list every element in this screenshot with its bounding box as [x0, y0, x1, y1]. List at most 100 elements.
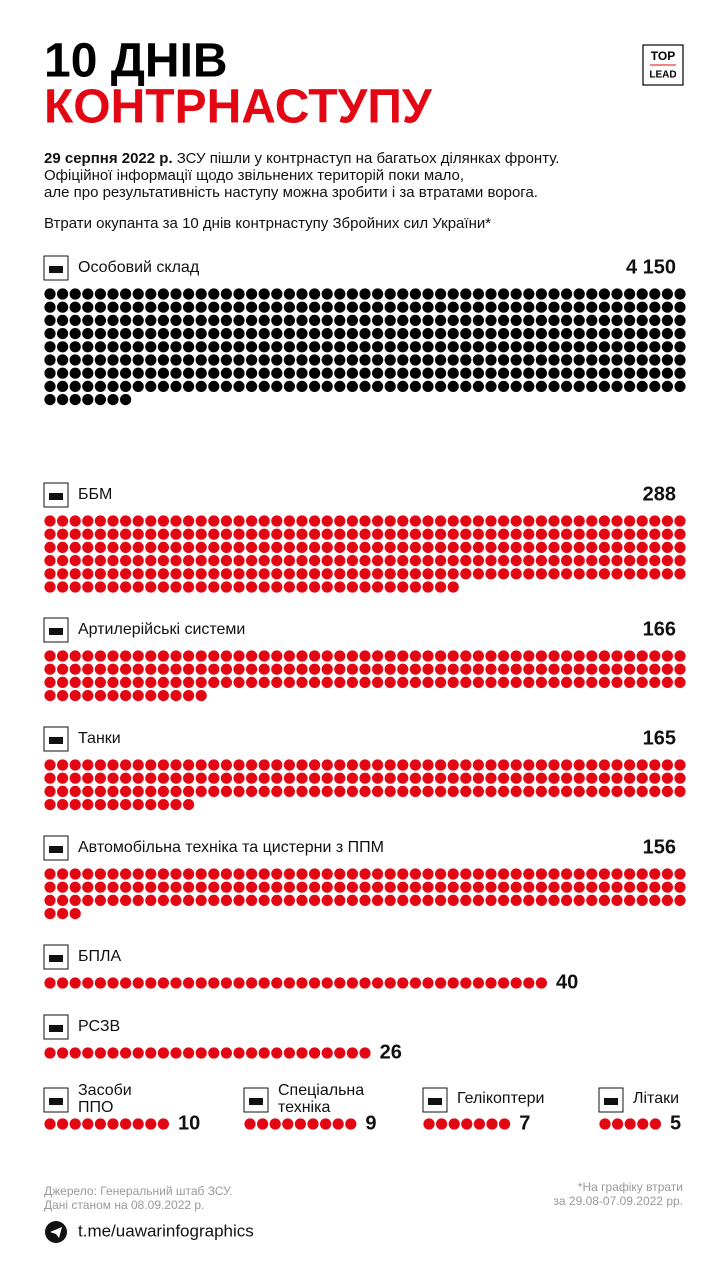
- unit-dot: [283, 380, 295, 392]
- unit-dot: [372, 894, 384, 907]
- unit-dot: [510, 663, 522, 675]
- unit-dot: [257, 1118, 269, 1130]
- unit-dot: [661, 663, 674, 675]
- unit-dot: [309, 367, 321, 379]
- unit-dot: [372, 663, 384, 675]
- unit-dot: [384, 868, 396, 880]
- unit-dot: [233, 314, 245, 326]
- unit-dot: [69, 541, 81, 554]
- category-icon-shape: [49, 1098, 63, 1105]
- unit-dot: [674, 676, 686, 689]
- unit-dot: [57, 528, 69, 540]
- unit-dot: [548, 528, 560, 540]
- unit-dot: [208, 341, 220, 353]
- unit-dot: [271, 301, 283, 313]
- unit-dot: [561, 650, 573, 662]
- unit-dot: [636, 515, 648, 527]
- unit-dot: [283, 759, 295, 771]
- unit-dot: [94, 328, 106, 340]
- unit-dot: [195, 690, 207, 702]
- unit-dot: [145, 314, 157, 326]
- unit-dot: [447, 541, 459, 554]
- unit-dot: [107, 541, 119, 554]
- unit-dot: [82, 881, 94, 893]
- unit-dot: [472, 663, 484, 675]
- unit-dot: [409, 367, 421, 379]
- unit-dot: [384, 676, 396, 689]
- unit-dot: [246, 868, 258, 880]
- unit-dot: [548, 894, 560, 907]
- unit-dot: [372, 977, 384, 989]
- unit-dot: [447, 341, 459, 353]
- unit-dot: [332, 1118, 344, 1130]
- unit-dot: [523, 568, 535, 580]
- unit-dot: [447, 663, 459, 675]
- unit-dot: [57, 314, 69, 326]
- unit-dot: [345, 1118, 357, 1130]
- unit-dot: [649, 328, 661, 340]
- unit-dot: [624, 772, 636, 784]
- unit-dot: [132, 894, 144, 907]
- unit-dot: [674, 541, 686, 554]
- unit-dot: [195, 515, 207, 527]
- unit-dot: [510, 380, 522, 392]
- unit-dot: [157, 1118, 169, 1130]
- dot-group: [44, 288, 686, 406]
- unit-dot: [661, 881, 674, 893]
- unit-dot: [183, 581, 195, 593]
- unit-dot: [120, 367, 132, 379]
- unit-dot: [44, 528, 56, 540]
- unit-dot: [372, 328, 384, 340]
- unit-dot: [57, 581, 69, 593]
- unit-dot: [674, 785, 686, 798]
- unit-dot: [598, 568, 611, 580]
- source: Дані станом на 08.09.2022 р.: [44, 1198, 204, 1212]
- unit-dot: [132, 785, 144, 798]
- unit-dot: [510, 650, 522, 662]
- unit-dot: [220, 555, 232, 567]
- unit-dot: [435, 785, 447, 798]
- unit-dot: [485, 894, 497, 907]
- unit-dot: [346, 881, 358, 893]
- unit-dot: [611, 515, 623, 527]
- unit-dot: [346, 288, 358, 300]
- unit-dot: [561, 868, 573, 880]
- unit-dot: [649, 341, 661, 353]
- unit-dot: [661, 650, 674, 662]
- category-icon-shape: [49, 955, 63, 962]
- unit-dot: [447, 380, 459, 392]
- unit-dot: [57, 555, 69, 567]
- unit-dot: [510, 328, 522, 340]
- unit-dot: [208, 380, 220, 392]
- unit-dot: [435, 541, 447, 554]
- unit-dot: [233, 881, 245, 893]
- unit-dot: [309, 676, 321, 689]
- unit-dot: [69, 341, 81, 353]
- unit-dot: [107, 663, 119, 675]
- unit-dot: [485, 528, 497, 540]
- unit-dot: [423, 1118, 435, 1130]
- unit-dot: [447, 288, 459, 300]
- unit-dot: [269, 1118, 281, 1130]
- unit-dot: [359, 676, 371, 689]
- link[interactable]: t.me/uawarinfographics: [78, 1221, 254, 1240]
- value-label: 9: [365, 1112, 376, 1134]
- unit-dot: [472, 380, 484, 392]
- unit-dot: [535, 328, 548, 340]
- unit-dot: [233, 663, 245, 675]
- unit-dot: [586, 541, 598, 554]
- unit-dot: [384, 785, 396, 798]
- category-icon-shape: [49, 628, 63, 635]
- unit-dot: [258, 314, 270, 326]
- unit-dot: [460, 568, 472, 580]
- unit-dot: [334, 555, 346, 567]
- unit-dot: [598, 555, 611, 567]
- category-icon: [598, 1087, 624, 1113]
- dot-group: [599, 1118, 662, 1130]
- category-icon-shape: [49, 846, 63, 853]
- unit-dot: [624, 894, 636, 907]
- unit-dot: [334, 650, 346, 662]
- unit-dot: [611, 301, 623, 313]
- unit-dot: [485, 288, 497, 300]
- unit-dot: [472, 650, 484, 662]
